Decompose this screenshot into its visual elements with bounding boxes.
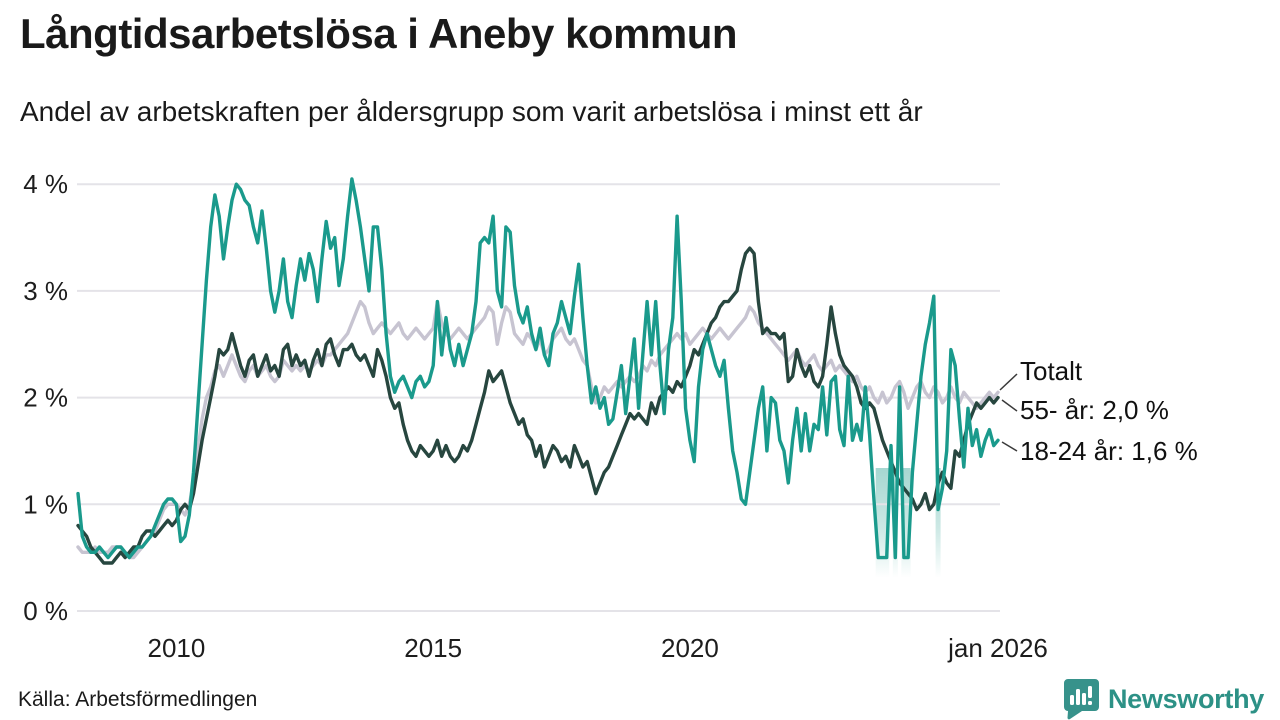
series-55--år [76, 246, 1000, 565]
annotation-connector [999, 373, 1018, 391]
source-note: Källa: Arbetsförmedlingen [18, 688, 258, 711]
y-tick-label: 3 % [23, 276, 68, 306]
annotation-connector [1001, 399, 1018, 412]
page-subtitle: Andel av arbetskraften per åldersgrupp s… [20, 96, 923, 127]
y-tick-label: 0 % [23, 596, 68, 626]
newsworthy-wordmark: Newsworthy [1107, 683, 1264, 714]
page-title: Långtidsarbetslösa i Aneby kommun [20, 10, 738, 57]
x-tick-label: jan 2026 [947, 633, 1048, 663]
annotation-totalt: Totalt [1020, 356, 1083, 386]
newsworthy-logo[interactable]: Newsworthy [1063, 678, 1264, 720]
annotation-55-plus: 55- år: 2,0 % [1020, 395, 1169, 425]
x-tick-label: 2015 [404, 633, 462, 663]
y-tick-label: 1 % [23, 489, 68, 519]
annotation-connector [1001, 441, 1018, 452]
bar-chart-speech-bubble-icon [1063, 679, 1099, 720]
y-tick-label: 2 % [23, 383, 68, 413]
series-18-24-år [76, 177, 1000, 560]
y-tick-label: 4 % [23, 169, 68, 199]
annotation-18-24: 18-24 år: 1,6 % [1020, 436, 1198, 466]
x-tick-label: 2020 [661, 633, 719, 663]
data-gap-band [935, 468, 941, 578]
data-gap-band [901, 468, 911, 578]
x-tick-label: 2010 [147, 633, 205, 663]
